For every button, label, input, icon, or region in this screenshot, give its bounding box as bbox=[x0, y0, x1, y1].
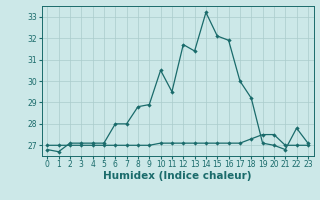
X-axis label: Humidex (Indice chaleur): Humidex (Indice chaleur) bbox=[103, 171, 252, 181]
